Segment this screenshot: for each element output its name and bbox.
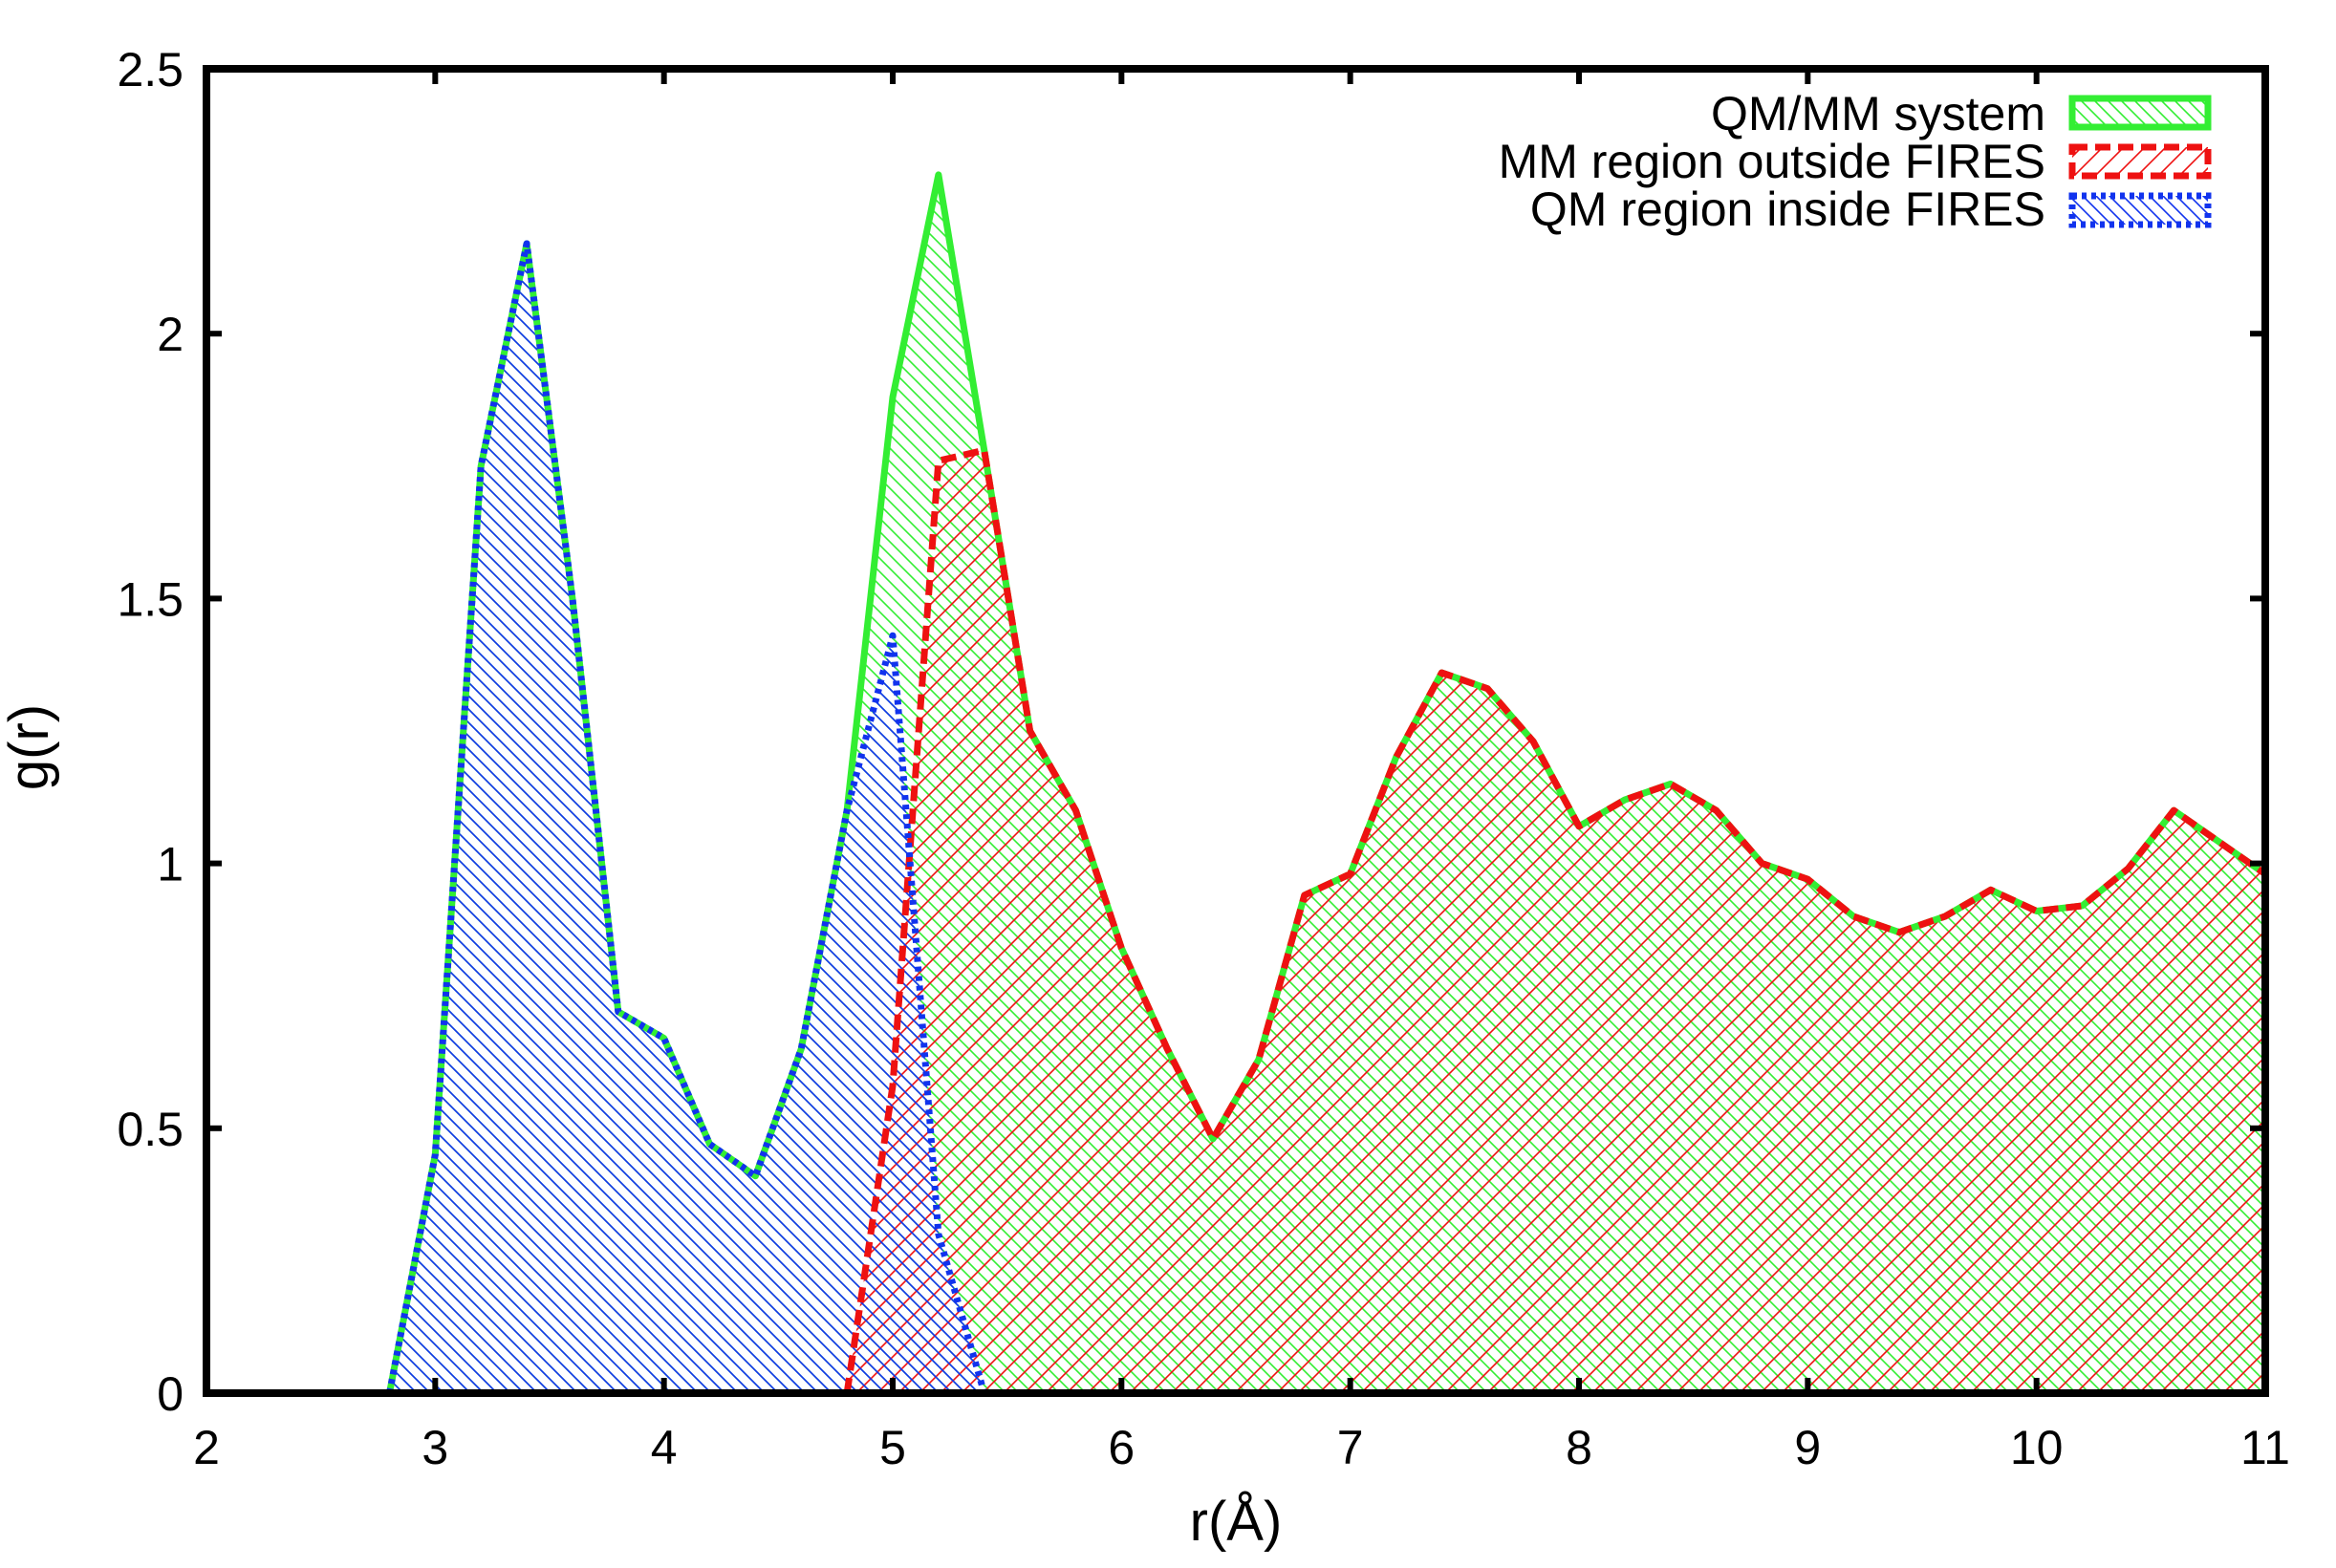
- y-tick-label: 1.5: [117, 572, 184, 626]
- legend-swatch-qm: [2068, 192, 2212, 228]
- x-tick-label: 2: [193, 1421, 220, 1474]
- x-tick-label: 3: [422, 1421, 448, 1474]
- area-fill-mm: [847, 450, 2265, 1393]
- x-tick-label: 4: [651, 1421, 678, 1474]
- legend-swatch-mm: [2068, 143, 2212, 180]
- x-tick-label: 10: [2010, 1421, 2064, 1474]
- x-tick-label: 5: [879, 1421, 906, 1474]
- x-tick-label: 7: [1337, 1421, 1364, 1474]
- series-fills: [389, 174, 2265, 1393]
- plot-frame: [203, 65, 2269, 1397]
- y-tick-label: 0: [157, 1367, 184, 1421]
- legend-label-qm: QM region inside FIRES: [1530, 183, 2045, 236]
- x-tick-label: 6: [1108, 1421, 1135, 1474]
- y-tick-label: 0.5: [117, 1103, 184, 1156]
- y-tick-label: 2: [157, 308, 184, 361]
- x-tick-label: 8: [1566, 1421, 1592, 1474]
- tick-labels: 2 3 4 5 6 7 8 9 10 11 0 0.5 1 1.5 2 2.5: [117, 43, 2289, 1474]
- legend-item-qm: QM region inside FIRES: [1530, 183, 2212, 236]
- series-line-mm: [843, 446, 2265, 1393]
- legend-item-mm: MM region outside FIRES: [1499, 135, 2212, 188]
- x-tick-label: 11: [2240, 1421, 2290, 1474]
- series-line-qm: [386, 240, 988, 1393]
- series-lines: [386, 171, 2265, 1393]
- legend-label-qmmm: QM/MM system: [1711, 87, 2045, 140]
- x-tick-label: 9: [1794, 1421, 1821, 1474]
- area-fill-qm: [389, 243, 984, 1393]
- x-axis-label: r(Å): [1190, 1491, 1283, 1553]
- legend-label-mm: MM region outside FIRES: [1499, 135, 2045, 188]
- y-tick-label: 2.5: [117, 43, 184, 97]
- y-tick-label: 1: [157, 838, 184, 891]
- legend-item-qmmm: QM/MM system: [1711, 87, 2212, 140]
- legend-swatch-qmmm: [2068, 95, 2212, 131]
- legend: QM/MM system MM region outside FIRES QM …: [1499, 87, 2212, 236]
- y-axis-label: g(r): [0, 704, 60, 790]
